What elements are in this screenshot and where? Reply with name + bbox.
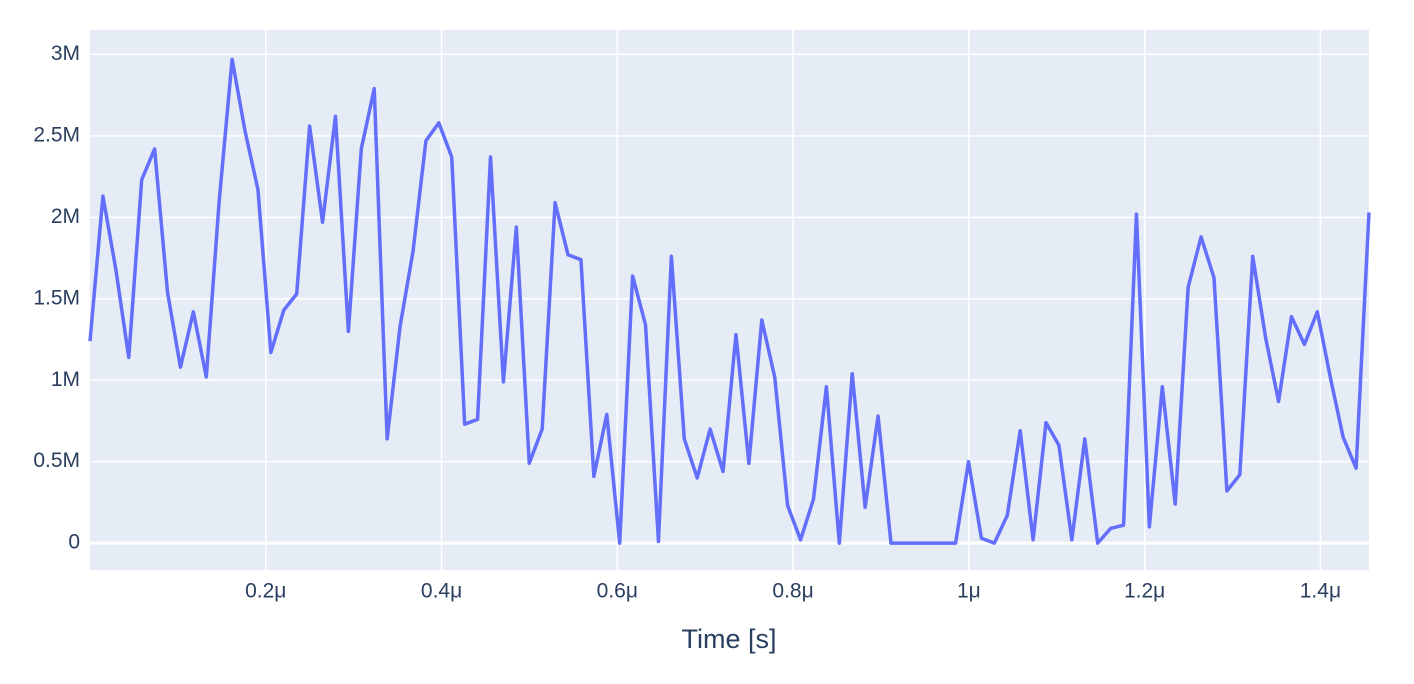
y-tick-label: 1.5M xyxy=(33,286,80,309)
x-tick-label: 1μ xyxy=(957,580,981,603)
x-tick-label: 0.2μ xyxy=(245,580,286,603)
x-tick-label: 0.6μ xyxy=(597,580,638,603)
y-tick-label: 0 xyxy=(68,531,80,554)
line xyxy=(88,57,1371,545)
x-axis-title: Time [s] xyxy=(681,624,776,654)
y-tick-label: 3M xyxy=(51,42,80,65)
x-tick-label: 1.4μ xyxy=(1300,580,1341,603)
y-tick-label: 1M xyxy=(51,368,80,391)
x-tick-label: 0.8μ xyxy=(772,580,813,603)
x-tick-label: 0.4μ xyxy=(421,580,462,603)
plot-area xyxy=(90,30,1369,570)
x-tick-label: 1.2μ xyxy=(1124,580,1165,603)
y-tick-label: 0.5M xyxy=(33,449,80,472)
y-tick-label: 2.5M xyxy=(33,123,80,146)
y-tick-label: 2M xyxy=(51,205,80,228)
